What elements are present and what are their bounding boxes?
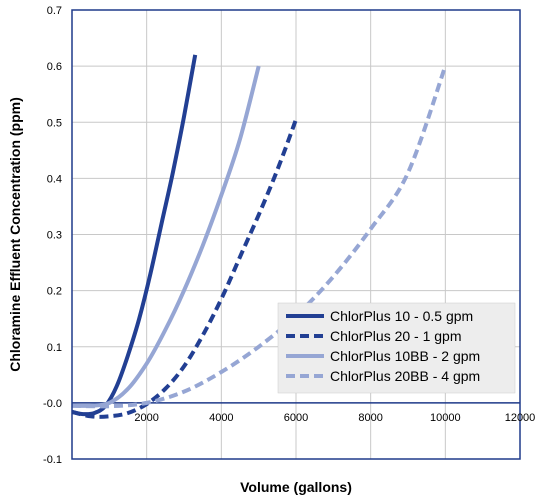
x-axis-title: Volume (gallons): [240, 479, 352, 495]
legend-label-2: ChlorPlus 20 - 1 gpm: [330, 328, 462, 344]
y-tick-label: -0.1: [43, 454, 62, 466]
y-tick-label: 0.5: [47, 117, 62, 129]
tick-labels: 2000 4000 6000 8000 10000 12000 0.7 0.6 0.5 0.4 0.…: [43, 5, 535, 466]
y-tick-label: 0.4: [47, 173, 62, 185]
legend: ChlorPlus 10 - 0.5 gpm ChlorPlus 20 - 1 g…: [277, 302, 516, 394]
x-tick-label: 6000: [284, 412, 308, 424]
series-line-2: [71, 118, 298, 419]
x-tick-label: 2000: [134, 412, 158, 424]
series-line-1: [71, 54, 198, 417]
plot-area-frame: [71, 9, 521, 460]
x-tick-label: 8000: [358, 412, 382, 424]
y-tick-label: -0.0: [43, 398, 62, 410]
y-tick-label: 0.3: [47, 230, 62, 242]
y-tick-label: 0.2: [47, 286, 62, 298]
x-tick-label: 12000: [505, 412, 536, 424]
x-tick-label: 10000: [430, 412, 461, 424]
legend-label-1: ChlorPlus 10 - 0.5 gpm: [330, 308, 473, 324]
x-tick-label: 4000: [209, 412, 233, 424]
y-tick-label: 0.6: [47, 61, 62, 73]
y-tick-label: 0.1: [47, 342, 62, 354]
y-tick-label: 0.7: [47, 5, 62, 17]
legend-label-4: ChlorPlus 20BB - 4 gpm: [330, 368, 480, 384]
series-lines: [71, 54, 448, 419]
series-line-3: [71, 65, 261, 408]
y-axis-title: Chloramine Effluent Concentration (ppm): [7, 97, 23, 372]
legend-label-3: ChlorPlus 10BB - 2 gpm: [330, 348, 480, 364]
